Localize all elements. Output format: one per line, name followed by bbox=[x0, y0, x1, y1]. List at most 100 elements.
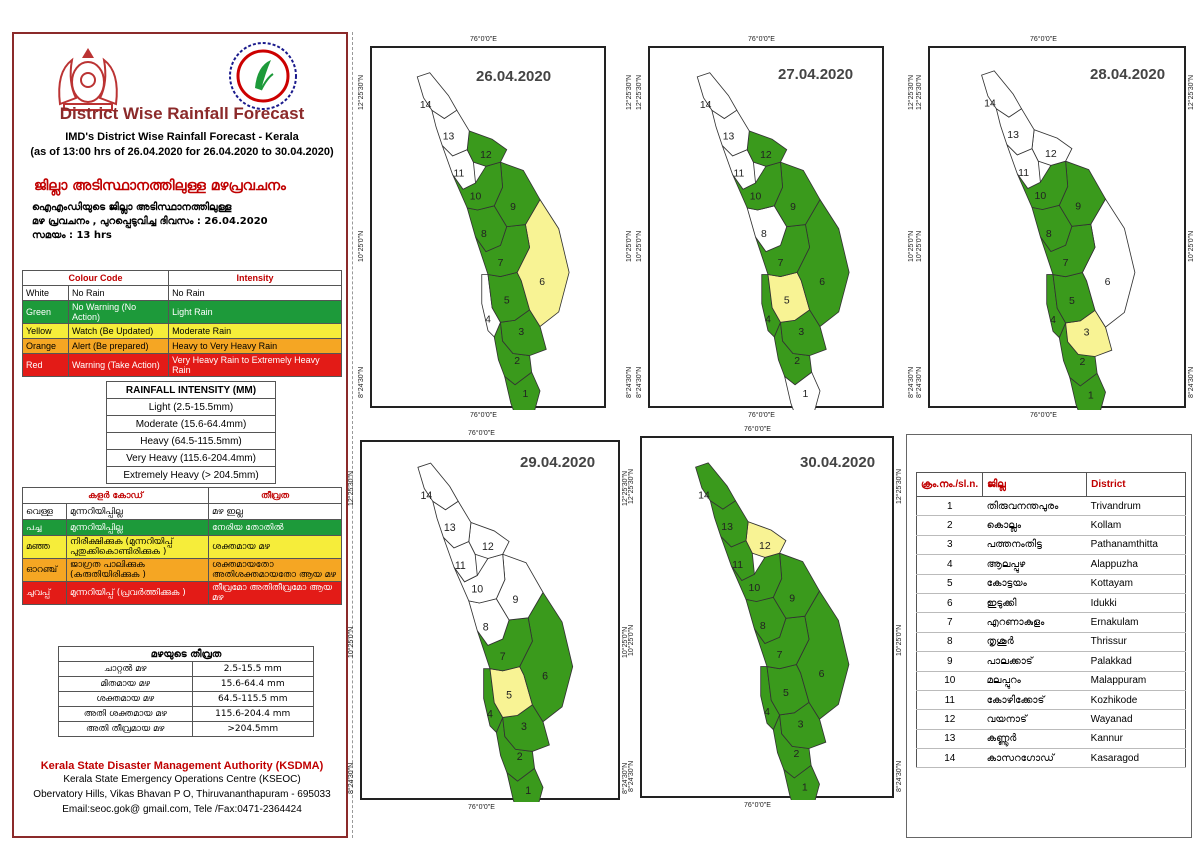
district-label: 7 bbox=[778, 258, 784, 269]
district-label: 8 bbox=[761, 229, 767, 240]
district-label: 3 bbox=[798, 327, 804, 338]
district-label: 5 bbox=[1069, 295, 1075, 307]
ml-colour-intensity: ശക്തമായ മഴ bbox=[208, 535, 342, 559]
coord-lat: 12°25'30"N bbox=[626, 74, 633, 110]
district-label: 12 bbox=[1045, 148, 1057, 160]
coord-lon: 76°0'0"E bbox=[468, 804, 495, 811]
district-label: 11 bbox=[1018, 167, 1029, 179]
ml-colour-row-green: പച്ച മുന്നറിയിപ്പില്ല നേരിയ തോതിൽ bbox=[22, 519, 342, 536]
coord-lat: 8°24'30"N bbox=[1188, 366, 1195, 398]
map-panel-1: 26.04.2020 1 2 3 4 5 6 7 8 9 10 11 12 13 14 bbox=[370, 46, 606, 410]
table-row: 10 മലപ്പുറം Malappuram bbox=[916, 671, 1186, 691]
ml-rain-range: >204.5mm bbox=[191, 721, 314, 737]
ml-colour-intensity: മഴ ഇല്ല bbox=[208, 503, 342, 520]
district-number: 2 bbox=[916, 515, 983, 536]
map-panel-4: 29.04.2020 1 2 3 4 5 6 7 8 9 10 11 12 13 14 bbox=[360, 440, 620, 802]
district-name-ml: കണ്ണൂർ bbox=[982, 729, 1087, 750]
district-number: 14 bbox=[916, 748, 983, 769]
ml-rain-range: 15.6-64.4 mm bbox=[191, 676, 314, 692]
district-number: 8 bbox=[916, 632, 983, 653]
map-date: 26.04.2020 bbox=[476, 68, 552, 85]
rainfall-intensity-table: RAINFALL INTENSITY (MM) Light (2.5-15.5m… bbox=[106, 381, 276, 484]
ml-colour-name: മഞ്ഞ bbox=[22, 535, 67, 559]
coord-lon: 76°0'0"E bbox=[470, 36, 497, 43]
district-name-ml: പാലക്കാട് bbox=[982, 651, 1087, 672]
district-label: 11 bbox=[733, 169, 744, 180]
district-name-ml: ആലപ്പുഴ bbox=[982, 554, 1087, 575]
district-14 bbox=[696, 72, 738, 119]
district-label: 6 bbox=[539, 277, 545, 288]
colour-name: Orange bbox=[22, 338, 69, 354]
colour-name: Yellow bbox=[22, 323, 69, 339]
district-label: 7 bbox=[500, 651, 506, 663]
district-label: 2 bbox=[793, 748, 799, 760]
district-label: 5 bbox=[783, 687, 789, 699]
ml-rain-table: മഴയുടെ തീവ്രത ചാറ്റൽ മഴ 2.5-15.5 mm മിതമാ… bbox=[58, 646, 314, 737]
colour-code-table: Colour Code Intensity White No Rain No R… bbox=[21, 270, 342, 377]
district-label: 8 bbox=[481, 229, 487, 240]
coord-lat: 10°25'0"N bbox=[896, 624, 903, 656]
ml-colour-intensity: നേരിയ തോതിൽ bbox=[208, 519, 342, 536]
coord-lat: 8°24'30"N bbox=[348, 762, 355, 794]
district-name-ml: എറണാകുളം bbox=[982, 612, 1087, 633]
district-label: 14 bbox=[420, 100, 432, 111]
district-label: 3 bbox=[518, 327, 524, 338]
coord-lat: 12°25'30"N bbox=[916, 74, 923, 110]
district-name-en: Kozhikode bbox=[1086, 690, 1186, 711]
ml-rain-range: 64.5-115.5 mm bbox=[191, 691, 314, 707]
ml-colour-code: ജാഗ്രത പാലിക്കുക (കരുതിയിരിക്കുക ) bbox=[65, 558, 210, 582]
coord-lat: 8°24'30"N bbox=[358, 366, 365, 398]
district-label: 8 bbox=[483, 622, 489, 634]
colour-row-orange: Orange Alert (Be prepared) Heavy to Very… bbox=[22, 338, 342, 354]
rainfall-row: Heavy (64.5-115.5mm) bbox=[106, 432, 276, 450]
coord-lat: 12°25'30"N bbox=[1188, 74, 1195, 110]
colour-code: Alert (Be prepared) bbox=[67, 338, 170, 354]
district-label: 1 bbox=[1088, 389, 1094, 401]
district-label: 2 bbox=[517, 751, 523, 763]
coord-lat: 8°24'30"N bbox=[628, 760, 635, 792]
district-number: 9 bbox=[916, 651, 983, 672]
ml-colour-code: മുന്നറിയിപ്പ് (പ്രവർത്തിക്കുക ) bbox=[65, 581, 210, 605]
coord-lon: 76°0'0"E bbox=[468, 430, 495, 437]
district-label: 9 bbox=[510, 202, 516, 213]
table-row: 4 ആലപ്പുഴ Alappuzha bbox=[916, 554, 1186, 575]
rainfall-row: Moderate (15.6-64.4mm) bbox=[106, 415, 276, 433]
coord-lon: 76°0'0"E bbox=[1030, 36, 1057, 43]
map-panel-5: 30.04.2020 1 2 3 4 5 6 7 8 9 10 11 12 13 14 bbox=[640, 436, 894, 800]
district-label: 1 bbox=[523, 389, 529, 400]
district-label: 14 bbox=[698, 490, 710, 502]
district-label: 10 bbox=[470, 192, 482, 203]
district-name-en: Idukki bbox=[1086, 593, 1186, 614]
district-label: 5 bbox=[504, 296, 510, 307]
district-label: 9 bbox=[512, 594, 518, 606]
district-name-ml: തൃശൂർ bbox=[982, 632, 1087, 653]
district-col-en: District bbox=[1086, 472, 1186, 497]
district-number: 11 bbox=[916, 690, 983, 711]
district-label: 9 bbox=[1075, 201, 1081, 213]
ml-colour-name: വെള്ള bbox=[22, 503, 67, 520]
district-number: 7 bbox=[916, 612, 983, 633]
rainfall-row: Light (2.5-15.5mm) bbox=[106, 398, 276, 416]
ml-rain-heading: മഴയുടെ തീവ്രത bbox=[58, 646, 314, 662]
coord-lon: 76°0'0"E bbox=[748, 36, 775, 43]
table-row: 1 തിരുവനന്തപുരം Trivandrum bbox=[916, 496, 1186, 517]
ml-colour-name: ഓറഞ്ച് bbox=[22, 558, 67, 582]
ml-rain-range: 115.6-204.4 mm bbox=[191, 706, 314, 722]
ml-colour-code: മുന്നറിയിപ്പില്ല bbox=[65, 519, 210, 536]
ml-colour-header: കളർ കോഡ് bbox=[21, 487, 210, 504]
coord-lon: 76°0'0"E bbox=[744, 426, 771, 433]
district-name-en: Kasaragod bbox=[1086, 748, 1186, 769]
district-label: 5 bbox=[784, 296, 790, 307]
district-label: 6 bbox=[819, 277, 825, 288]
intensity-header: Intensity bbox=[168, 270, 342, 286]
table-row: 5 കോട്ടയം Kottayam bbox=[916, 574, 1186, 594]
district-name-en: Wayanad bbox=[1086, 709, 1186, 730]
rainfall-intensity-heading: RAINFALL INTENSITY (MM) bbox=[106, 381, 276, 399]
district-name-ml: ഇടുക്കി bbox=[982, 593, 1087, 614]
map-date: 30.04.2020 bbox=[800, 454, 876, 471]
district-label: 4 bbox=[1050, 314, 1056, 326]
colour-name: Green bbox=[22, 300, 69, 324]
subtitle-line-2: (as of 13:00 hrs of 26.04.2020 for 26.04… bbox=[30, 146, 334, 158]
coord-lat: 10°25'0"N bbox=[626, 230, 633, 262]
